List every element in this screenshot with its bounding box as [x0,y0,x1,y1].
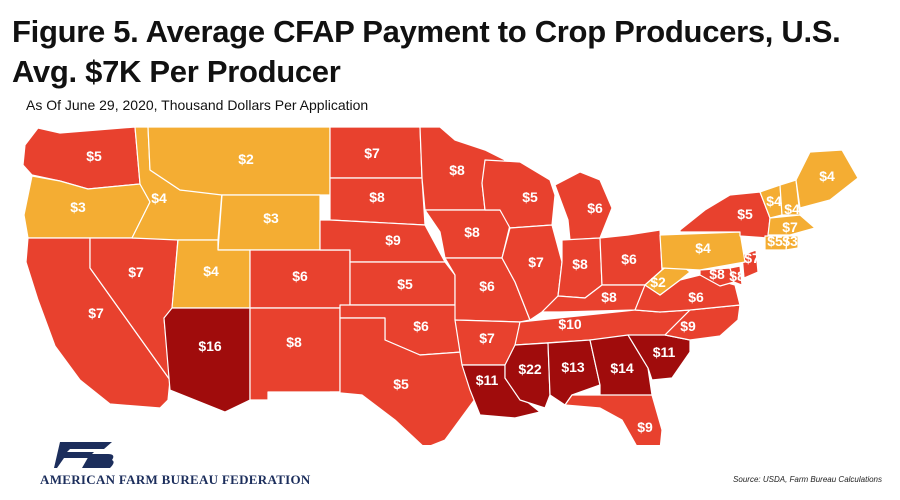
label-nj: $7 [744,250,760,266]
label-ma: $7 [782,219,798,235]
label-ca: $7 [88,305,104,321]
label-nd: $7 [364,145,380,161]
label-me: $4 [819,168,835,184]
label-mn: $8 [449,162,465,178]
state-mi[interactable] [554,171,613,241]
state-ne[interactable] [319,219,446,263]
state-ma[interactable] [767,214,816,236]
label-az: $16 [198,338,222,354]
label-ri: $3 [782,233,798,249]
label-in: $8 [572,256,588,272]
label-wi: $5 [522,189,538,205]
source-note: Source: USDA, Farm Bureau Calculations [733,475,882,484]
label-oh: $6 [621,251,637,267]
state-az[interactable] [163,307,251,413]
fb-logo-icon [54,442,114,468]
state-nj[interactable] [741,249,759,279]
state-fl[interactable] [564,394,663,445]
label-id: $4 [151,190,167,206]
label-al: $13 [561,359,585,375]
label-pa: $4 [695,240,711,256]
label-ia: $8 [464,224,480,240]
label-sd: $8 [369,189,385,205]
label-ar: $7 [479,330,495,346]
label-wa: $5 [86,148,102,164]
label-mo: $6 [479,278,495,294]
label-ct: $5 [767,233,783,249]
state-de[interactable] [729,265,743,286]
afbf-name: AMERICAN FARM BUREAU FEDERATION [40,472,311,487]
label-ne: $9 [385,232,401,248]
state-tx[interactable] [329,317,479,445]
label-ms: $22 [518,361,542,377]
label-ky: $8 [601,289,617,305]
afbf-logo: AMERICAN FARM BUREAU FEDERATION [40,440,340,490]
label-ga: $14 [610,360,634,376]
label-wv: $2 [650,274,666,290]
label-va: $6 [688,289,704,305]
label-vt: $4 [766,193,782,209]
label-nm: $8 [286,334,302,350]
label-mt: $2 [238,151,254,167]
label-la: $11 [476,372,499,388]
state-me[interactable] [795,149,859,209]
label-ks: $5 [397,276,413,292]
map-title: Figure 5. Average CFAP Payment to Crop P… [12,12,892,92]
label-ok: $6 [413,318,429,334]
label-tx: $5 [393,376,409,392]
label-de: $8 [729,268,745,284]
label-ny: $5 [737,206,753,222]
state-md[interactable] [699,267,735,287]
state-ri[interactable] [785,235,799,251]
title-line-1: Figure 5. Average CFAP Payment to Crop P… [12,14,841,49]
label-il: $7 [528,254,544,270]
label-mi: $6 [587,200,603,216]
us-states-map: $5 $3 $7 $7 $4 $2 $3 $4 $16 $6 $8 $7 $8 … [22,126,859,445]
title-line-2: Avg. $7K Per Producer [12,54,341,89]
label-md: $8 [709,266,725,282]
label-tn: $10 [558,316,582,332]
label-sc: $11 [653,344,676,360]
map-subtitle: As Of June 29, 2020, Thousand Dollars Pe… [26,97,369,113]
state-ny[interactable] [679,191,771,239]
label-nc: $9 [680,318,696,334]
label-nh: $4 [784,201,800,217]
state-nm[interactable] [249,307,341,401]
label-fl: $9 [637,419,653,435]
label-or: $3 [70,199,86,215]
label-co: $6 [292,268,308,284]
label-nv: $7 [128,264,144,280]
label-wy: $3 [263,210,279,226]
label-ut: $4 [203,263,219,279]
